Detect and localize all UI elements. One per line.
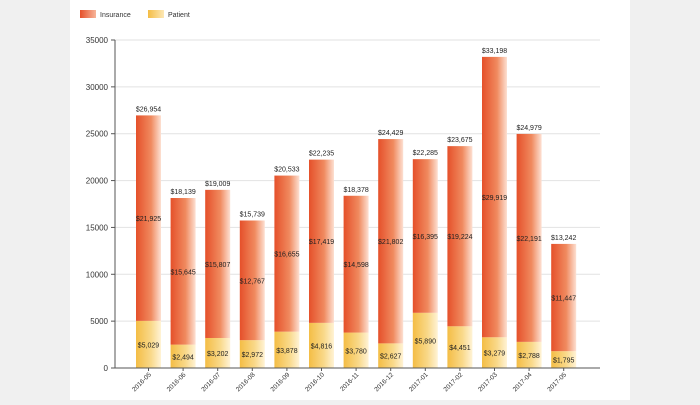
legend-swatch-patient[interactable] [148, 10, 164, 18]
bar-patient[interactable] [239, 340, 265, 368]
bar-label-patient: $2,788 [518, 353, 540, 360]
bar-label-patient: $1,795 [553, 358, 575, 365]
bar-label-patient: $2,627 [380, 354, 402, 361]
bar-patient[interactable] [205, 337, 231, 368]
y-tick-label: 5000 [90, 317, 108, 326]
bar-patient[interactable] [482, 337, 507, 368]
x-axis: 2016-05 2016-06 2016-07 2016-08 2016-09 2016-… [115, 367, 600, 393]
bar-label-insurance: $19,224 [447, 234, 472, 241]
chart-panel: Insurance Patient 0 5000 10000 15000 20000 25… [70, 0, 630, 400]
bar-label-insurance: $12,767 [240, 278, 265, 285]
bar-total-label: $19,009 [205, 181, 230, 188]
bar-patient[interactable] [551, 351, 577, 368]
bar-insurance[interactable] [343, 195, 369, 333]
y-tick-label: 20000 [86, 177, 109, 186]
bar-label-patient: $4,451 [449, 345, 471, 352]
x-tick-label: 2016-09 [269, 371, 291, 393]
x-tick-label: 2017-02 [442, 371, 464, 393]
bar-total-label: $22,235 [309, 151, 334, 158]
bar-total-label: $24,979 [516, 125, 541, 132]
bar-total-label: $15,739 [240, 212, 265, 219]
bar-label-insurance: $21,925 [136, 216, 161, 223]
bar-total-label: $18,378 [343, 187, 368, 194]
x-tick-label: 2016-12 [373, 371, 395, 393]
x-tick-label: 2017-03 [477, 371, 499, 393]
bar-label-patient: $4,816 [311, 343, 333, 350]
legend-label-insurance[interactable]: Insurance [100, 12, 131, 19]
bar-total-label: $13,242 [551, 235, 576, 242]
y-axis: 0 5000 10000 15000 20000 25000 30000 35000 [86, 36, 116, 373]
bar-insurance[interactable] [378, 139, 404, 344]
bar-patient[interactable] [170, 344, 196, 368]
bar-label-patient: $3,279 [484, 351, 506, 358]
bar-total-label: $20,533 [274, 167, 299, 174]
bar-label-insurance: $14,598 [343, 262, 368, 269]
y-tick-label: 10000 [86, 270, 109, 279]
bar-patient[interactable] [274, 331, 300, 368]
legend-swatch-insurance[interactable] [80, 10, 96, 18]
x-tick-label: 2016-08 [235, 371, 257, 393]
x-tick-label: 2016-05 [131, 371, 153, 393]
bar-patient[interactable] [136, 320, 161, 368]
bar-total-label: $18,139 [170, 189, 195, 196]
bar-label-insurance: $17,419 [309, 239, 334, 246]
bar-total-label: $22,285 [413, 150, 438, 157]
bar-label-patient: $5,890 [415, 338, 437, 345]
x-tick-label: 2017-04 [512, 371, 534, 393]
bar-label-patient: $3,780 [345, 348, 367, 355]
y-tick-label: 15000 [86, 223, 109, 232]
x-tick-label: 2017-05 [546, 371, 568, 393]
bar-label-insurance: $11,447 [551, 296, 576, 303]
x-tick-label: 2016-10 [304, 371, 326, 393]
bar-patient[interactable] [412, 312, 438, 368]
bar-patient[interactable] [309, 322, 334, 368]
bar-insurance[interactable] [309, 159, 334, 323]
bar-label-patient: $3,202 [207, 351, 229, 358]
x-tick-label: 2017-01 [408, 371, 430, 393]
bar-label-insurance: $16,655 [274, 252, 299, 259]
bar-label-patient: $3,878 [276, 348, 298, 355]
bar-label-patient: $2,972 [242, 352, 264, 359]
bar-patient[interactable] [378, 343, 404, 368]
bar-label-insurance: $29,919 [482, 195, 507, 202]
bar-patient[interactable] [343, 332, 369, 368]
bar-label-insurance: $15,645 [170, 269, 195, 276]
bar-label-insurance: $16,395 [413, 234, 438, 241]
bar-total-label: $26,954 [136, 106, 161, 113]
bar-patient[interactable] [447, 326, 473, 368]
y-tick-label: 35000 [86, 36, 109, 45]
legend: Insurance Patient [80, 10, 190, 19]
bar-insurance[interactable] [482, 56, 507, 338]
bar-insurance[interactable] [516, 133, 542, 342]
bar-insurance[interactable] [205, 189, 231, 338]
bar-insurance[interactable] [447, 146, 473, 327]
y-tick-label: 0 [104, 364, 109, 373]
stacked-bar-chart: Insurance Patient 0 5000 10000 15000 20000 25… [80, 10, 600, 393]
x-tick-label: 2016-07 [200, 371, 222, 393]
bar-insurance[interactable] [170, 198, 196, 345]
legend-label-patient[interactable]: Patient [168, 12, 190, 19]
bar-insurance[interactable] [412, 159, 438, 313]
bar-insurance[interactable] [274, 175, 300, 332]
bar-label-insurance: $15,807 [205, 262, 230, 269]
bars: $5,029 $21,925 $26,954 $2,494 $15,645 $18,139… [136, 48, 577, 368]
x-tick-label: 2016-11 [339, 371, 361, 393]
bar-label-patient: $5,029 [138, 342, 160, 349]
bar-total-label: $33,198 [482, 48, 507, 55]
bar-label-insurance: $21,802 [378, 239, 403, 246]
y-tick-label: 30000 [86, 83, 109, 92]
bar-label-patient: $2,494 [172, 354, 194, 361]
x-tick-label: 2016-06 [166, 371, 188, 393]
bar-insurance[interactable] [136, 115, 161, 321]
bar-total-label: $23,675 [447, 137, 472, 144]
bar-insurance[interactable] [551, 243, 577, 352]
bar-patient[interactable] [516, 341, 542, 368]
y-tick-label: 25000 [86, 130, 109, 139]
bar-total-label: $24,429 [378, 130, 403, 137]
bar-label-insurance: $22,191 [516, 236, 541, 243]
bar-insurance[interactable] [239, 220, 265, 341]
